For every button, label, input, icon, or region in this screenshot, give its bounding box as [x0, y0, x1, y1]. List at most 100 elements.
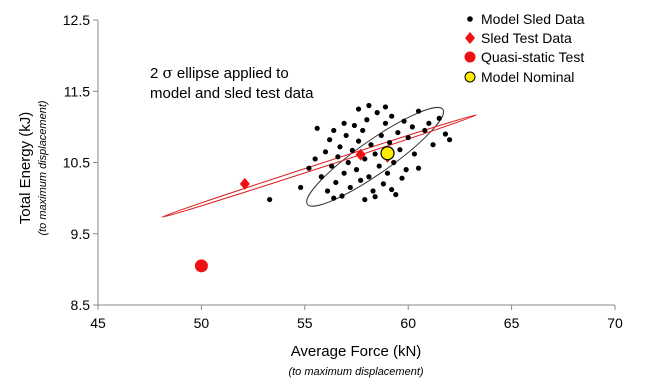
model-sled-data-point — [389, 186, 395, 193]
model-sled-data-point — [384, 170, 391, 176]
model-sled-data-point — [312, 156, 318, 162]
annotation-suffix: ellipse applied to — [173, 65, 289, 82]
model-sled-data-point — [368, 142, 374, 148]
y-tick-label: 9.5 — [71, 226, 91, 242]
model-sled-data-point — [324, 188, 331, 194]
x-tick-label: 70 — [607, 315, 623, 331]
model-sled-data-point — [409, 124, 415, 130]
model-sled-data-point — [395, 129, 401, 136]
quasi-static-test-point — [194, 259, 208, 273]
model-sled-data-point — [372, 151, 378, 157]
points-layer — [194, 102, 453, 273]
model-sled-data-point — [347, 184, 353, 191]
model-sled-data-point — [415, 108, 422, 114]
model-sled-data-point — [401, 118, 407, 124]
model-sled-data-point — [353, 167, 360, 173]
sigma-symbol: σ — [163, 64, 173, 82]
model-sled-data-point — [389, 113, 395, 119]
x-tick-label: 60 — [400, 315, 416, 331]
model-sled-data-point — [372, 194, 378, 200]
model-sled-data-point — [382, 104, 389, 110]
model-sled-data-point — [341, 120, 347, 126]
model-sled-data-point — [331, 127, 337, 134]
model-sled-data-point — [411, 151, 418, 157]
x-tick-label: 45 — [90, 315, 106, 331]
model-sled-data-point — [318, 174, 324, 180]
model-sled-data-point — [351, 122, 358, 129]
model-sled-data-point — [337, 144, 343, 150]
model-sled-data-point — [331, 195, 337, 201]
legend-label: Model Nominal — [481, 69, 574, 85]
model-sled-data-point — [349, 147, 355, 153]
x-axis-title: Average Force (kN) — [291, 343, 422, 360]
model-sled-data-point — [366, 174, 372, 180]
model-sled-data-point — [329, 163, 335, 169]
model-sled-data-point — [415, 165, 422, 171]
model-nominal-point — [380, 146, 395, 161]
x-tick-label: 50 — [194, 315, 210, 331]
ellipse-model — [306, 106, 445, 207]
model-sled-data-point — [405, 134, 411, 141]
annotation-prefix: 2 — [150, 65, 163, 82]
legend-item-quasi-static-test: Quasi-static Test — [464, 49, 584, 65]
model-sled-data-point — [345, 159, 351, 166]
legend-label: Model Sled Data — [481, 11, 585, 27]
model-sled-data-point — [358, 177, 364, 183]
model-sled-data-point — [397, 147, 403, 153]
legend-circle-marker — [464, 51, 476, 63]
ellipse-annotation-line2: model and sled test data — [150, 85, 314, 102]
ticks-layer: 45 50 55 60 65 70 12.5 11.5 10.5 9.5 8.5 — [63, 12, 623, 331]
model-sled-data-point — [430, 142, 436, 148]
model-sled-data-point — [333, 179, 339, 186]
legend-item-sled-test-data: Sled Test Data — [465, 30, 572, 46]
ellipse-sled-test — [161, 114, 478, 218]
model-sled-data-point — [403, 167, 409, 173]
y-axis-subtitle: (to maximum displacement) — [37, 100, 49, 235]
legend-dot-marker — [467, 16, 473, 22]
model-sled-data-point — [382, 120, 389, 126]
model-sled-data-point — [426, 120, 432, 126]
model-sled-data-point — [306, 165, 312, 171]
y-tick-label: 8.5 — [71, 297, 91, 313]
model-sled-data-point — [267, 196, 273, 203]
legend-label: Sled Test Data — [481, 30, 572, 46]
model-sled-data-point — [436, 115, 442, 121]
y-tick-label: 11.5 — [64, 83, 90, 99]
sled-test-data-point — [355, 148, 366, 161]
ellipse-annotation-line1: 2 σ ellipse applied to — [150, 64, 289, 82]
legend-label: Quasi-static Test — [481, 49, 584, 65]
model-sled-data-point — [362, 196, 368, 203]
model-sled-data-point — [364, 117, 370, 123]
model-sled-data-point — [366, 102, 372, 109]
model-sled-data-point — [442, 131, 449, 137]
x-tick-label: 65 — [504, 315, 520, 331]
model-sled-data-point — [327, 137, 333, 143]
model-sled-data-point — [339, 193, 345, 199]
model-sled-data-point — [335, 154, 341, 160]
model-sled-data-point — [374, 110, 380, 116]
model-sled-data-point — [422, 127, 428, 134]
model-sled-data-point — [314, 125, 320, 131]
model-sled-data-point — [399, 175, 405, 181]
x-tick-label: 55 — [297, 315, 313, 331]
model-sled-data-point — [322, 149, 329, 155]
y-tick-label: 12.5 — [63, 12, 90, 28]
model-sled-data-point — [362, 156, 368, 162]
model-sled-data-point — [341, 170, 347, 176]
legend: Model Sled Data Sled Test Data Quasi-sta… — [464, 11, 585, 85]
model-sled-data-point — [391, 159, 397, 166]
model-sled-data-point — [378, 132, 384, 139]
y-axis-title: Total Energy (kJ) — [17, 112, 34, 225]
model-sled-data-point — [386, 139, 393, 146]
model-sled-data-point — [446, 137, 453, 143]
legend-item-model-nominal: Model Nominal — [464, 69, 574, 85]
model-sled-data-point — [360, 127, 366, 134]
legend-ring-marker — [464, 71, 476, 83]
model-sled-data-point — [355, 138, 362, 144]
model-sled-data-point — [343, 132, 349, 139]
y-tick-label: 10.5 — [63, 155, 90, 171]
model-sled-data-point — [355, 106, 362, 112]
model-sled-data-point — [380, 181, 386, 187]
legend-diamond-marker — [465, 32, 475, 44]
sled-test-data-point — [239, 177, 250, 190]
